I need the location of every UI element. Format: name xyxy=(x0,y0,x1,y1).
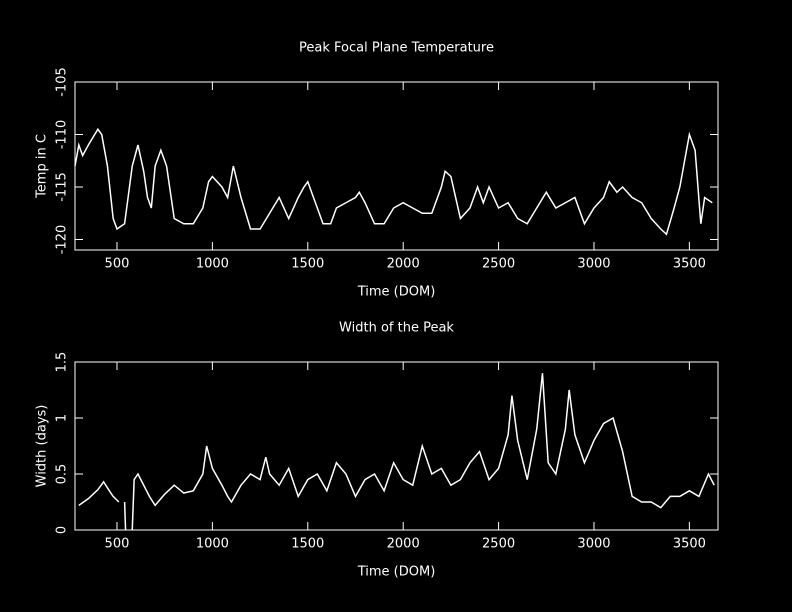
y-tick-label: 1 xyxy=(55,414,70,422)
x-tick-label: 3500 xyxy=(673,537,706,552)
y-tick-label: 1.5 xyxy=(55,352,70,373)
plot-frame xyxy=(74,81,719,251)
x-tick-label: 2500 xyxy=(482,257,515,272)
data-line xyxy=(74,127,713,236)
x-axis-label: Time (DOM) xyxy=(357,285,436,300)
x-tick-label: 1500 xyxy=(291,257,324,272)
plot-title: Width of the Peak xyxy=(339,321,454,336)
x-tick-label: 2000 xyxy=(387,537,420,552)
x-tick-label: 3500 xyxy=(673,257,706,272)
y-tick-label: -115 xyxy=(55,172,70,202)
y-axis-label: Width (days) xyxy=(35,405,50,488)
x-tick-label: 1500 xyxy=(291,537,324,552)
y-tick-label: 0.5 xyxy=(55,464,70,485)
x-tick-label: 2000 xyxy=(387,257,420,272)
y-tick-label: -120 xyxy=(55,225,70,255)
x-tick-label: 3000 xyxy=(577,537,610,552)
x-axis-label: Time (DOM) xyxy=(357,565,436,580)
data-line xyxy=(78,373,715,531)
x-tick-label: 500 xyxy=(105,537,130,552)
y-tick-label: 0 xyxy=(55,526,70,534)
y-tick-label: -105 xyxy=(55,67,70,97)
x-tick-label: 1000 xyxy=(196,537,229,552)
plot-frame xyxy=(74,361,719,531)
x-tick-label: 3000 xyxy=(577,257,610,272)
plot-title: Peak Focal Plane Temperature xyxy=(299,41,494,56)
x-tick-label: 2500 xyxy=(482,537,515,552)
x-tick-label: 1000 xyxy=(196,257,229,272)
y-tick-label: -110 xyxy=(55,120,70,150)
x-tick-label: 500 xyxy=(105,257,130,272)
y-axis-label: Temp in C xyxy=(35,134,50,199)
